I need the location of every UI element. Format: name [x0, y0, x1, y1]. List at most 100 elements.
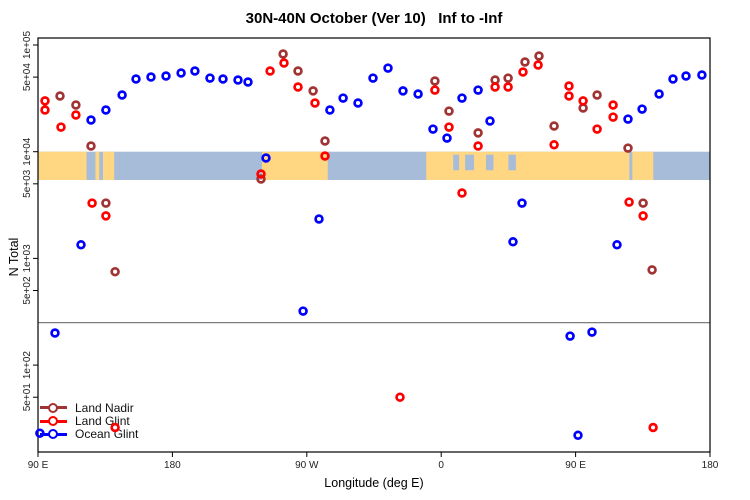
data-point-ocean-glint [243, 77, 253, 87]
map-band-ocean-patch [453, 154, 460, 171]
map-band-land-segment [426, 151, 630, 180]
map-band-land-segment [262, 151, 328, 180]
data-point-land-glint [87, 198, 97, 208]
legend-item-ocean-glint: Ocean Glint [40, 427, 139, 442]
data-point-land-glint [56, 122, 66, 132]
data-point-ocean-glint [50, 328, 60, 338]
data-point-ocean-glint [587, 327, 597, 337]
data-point-land-glint [256, 169, 266, 179]
data-point-land-nadir [520, 57, 530, 67]
data-point-land-nadir [256, 174, 266, 184]
data-point-ocean-glint [428, 124, 438, 134]
data-point-land-nadir [534, 51, 544, 61]
data-point-land-nadir [647, 265, 657, 275]
data-point-land-glint [564, 81, 574, 91]
x-tick-label: 0 [438, 460, 444, 471]
data-point-land-glint [293, 82, 303, 92]
data-point-land-nadir [592, 90, 602, 100]
data-point-land-glint [564, 91, 574, 101]
data-point-ocean-glint [668, 74, 678, 84]
data-point-ocean-glint [314, 214, 324, 224]
data-point-ocean-glint [485, 116, 495, 126]
y-tick-label: 5e+02 [22, 276, 33, 305]
data-point-ocean-glint [146, 72, 156, 82]
data-point-ocean-glint [261, 153, 271, 163]
data-point-land-nadir [430, 76, 440, 86]
x-tick-label: 180 [702, 460, 719, 471]
y-tick-label: 1e+02 [22, 351, 33, 380]
data-point-land-nadir [444, 106, 454, 116]
data-point-ocean-glint [353, 98, 363, 108]
y-tick-label: 5e+04 [22, 63, 33, 92]
data-point-land-glint [310, 98, 320, 108]
map-band-land-segment [102, 151, 115, 180]
y-tick-label: 1e+05 [22, 31, 33, 60]
data-point-land-glint [101, 211, 111, 221]
data-point-ocean-glint [218, 74, 228, 84]
data-point-ocean-glint [398, 86, 408, 96]
data-point-land-nadir [278, 49, 288, 59]
data-point-ocean-glint [368, 73, 378, 83]
data-point-ocean-glint [383, 63, 393, 73]
x-tick-label: 90 E [28, 460, 49, 471]
legend-label: Ocean Glint [75, 427, 139, 442]
x-tick-label: 180 [164, 460, 181, 471]
data-point-land-glint [608, 112, 618, 122]
data-point-land-glint [110, 422, 120, 433]
data-point-ocean-glint [298, 306, 308, 316]
data-point-ocean-glint [325, 105, 335, 115]
data-point-land-glint [592, 124, 602, 134]
data-point-ocean-glint [190, 66, 200, 76]
map-band-land-segment [95, 151, 100, 180]
ocean-glint-marker-icon [40, 428, 67, 441]
data-point-ocean-glint [101, 105, 111, 115]
data-point-ocean-glint [573, 430, 583, 441]
data-point-ocean-glint [457, 93, 467, 103]
data-point-land-nadir [293, 66, 303, 76]
data-point-land-glint [40, 105, 50, 115]
x-tick-label: 90 E [565, 460, 586, 471]
data-point-ocean-glint [623, 114, 633, 124]
data-point-ocean-glint [176, 68, 186, 78]
chart-title: 30N-40N October (Ver 10) Inf to -Inf [245, 10, 503, 27]
data-point-land-glint [638, 211, 648, 221]
data-point-land-glint [265, 66, 275, 76]
data-point-ocean-glint [413, 89, 423, 99]
data-point-land-nadir [86, 141, 96, 151]
data-point-ocean-glint [233, 75, 243, 85]
data-point-ocean-glint [86, 115, 96, 125]
y-tick-label: 1e+04 [22, 137, 33, 166]
data-point-land-nadir [101, 198, 111, 208]
data-point-land-glint [395, 392, 405, 402]
data-point-land-glint [503, 82, 513, 92]
land-glint-marker-icon [40, 415, 67, 428]
data-point-land-glint [533, 60, 543, 70]
data-point-ocean-glint [35, 428, 45, 438]
data-point-ocean-glint [338, 93, 348, 103]
data-point-land-glint [518, 67, 528, 77]
data-point-land-glint [320, 151, 330, 161]
map-band-land-segment [632, 151, 654, 180]
data-point-land-nadir [308, 86, 318, 96]
data-point-land-glint [578, 96, 588, 106]
x-tick-label: 90 W [295, 460, 319, 471]
data-point-land-nadir [110, 266, 120, 277]
data-point-ocean-glint [697, 70, 707, 80]
x-axis-title: Longitude (deg E) [324, 476, 424, 490]
data-point-land-nadir [549, 121, 559, 131]
data-point-land-nadir [473, 128, 483, 138]
data-point-land-glint [444, 122, 454, 132]
y-tick-label: 1e+03 [22, 244, 33, 273]
data-point-land-glint [473, 141, 483, 151]
data-point-ocean-glint [654, 89, 664, 99]
plot-frame [37, 37, 711, 453]
legend: Land Nadir Land Glint Ocean Glint [40, 401, 138, 441]
data-point-land-nadir [55, 91, 65, 101]
data-point-land-glint [490, 82, 500, 92]
legend-item-land-nadir: Land Nadir [40, 401, 138, 415]
data-point-ocean-glint [612, 240, 622, 250]
data-point-land-glint [648, 422, 658, 433]
data-point-land-nadir [503, 73, 513, 83]
